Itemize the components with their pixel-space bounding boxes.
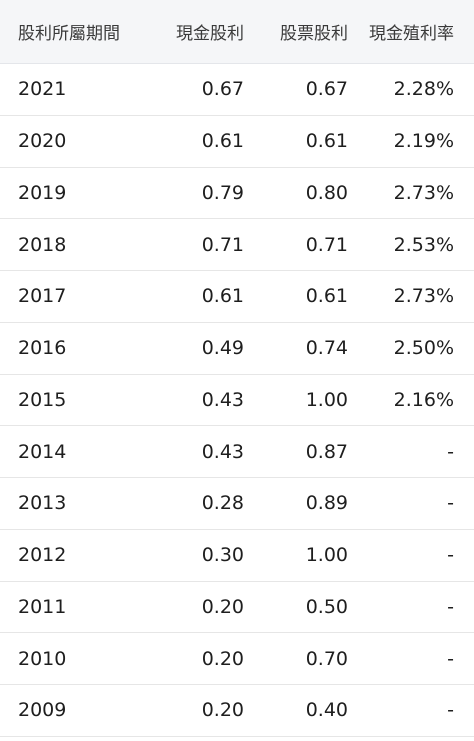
cell-period: 2016 — [18, 337, 67, 360]
table-row: 2019 0.79 0.80 2.73% — [0, 168, 474, 220]
cell-cash-dividend: 0.49 — [201, 337, 244, 360]
cell-stock-dividend: 0.89 — [305, 492, 348, 515]
cell-period: 2011 — [18, 595, 67, 618]
header-cash-dividend: 現金股利 — [176, 24, 244, 44]
table-row: 2017 0.61 0.61 2.73% — [0, 271, 474, 323]
cell-cash-dividend: 0.61 — [201, 130, 244, 153]
cell-cash-dividend: 0.79 — [201, 181, 244, 204]
cell-cash-dividend: 0.20 — [201, 699, 244, 722]
cell-cash-yield: 2.73% — [393, 285, 454, 308]
header-stock-dividend: 股票股利 — [280, 24, 348, 44]
cell-stock-dividend: 0.67 — [305, 78, 348, 101]
cell-cash-yield: - — [447, 595, 454, 618]
cell-period: 2021 — [18, 78, 67, 101]
cell-stock-dividend: 0.74 — [305, 337, 348, 360]
cell-cash-yield: - — [447, 492, 454, 515]
table-row: 2016 0.49 0.74 2.50% — [0, 323, 474, 375]
table-row: 2010 0.20 0.70 - — [0, 633, 474, 685]
cell-cash-dividend: 0.20 — [201, 647, 244, 670]
cell-period: 2019 — [18, 181, 67, 204]
cell-period: 2015 — [18, 388, 67, 411]
cell-period: 2012 — [18, 544, 67, 567]
table-row: 2018 0.71 0.71 2.53% — [0, 219, 474, 271]
table-row: 2013 0.28 0.89 - — [0, 478, 474, 530]
cell-period: 2020 — [18, 130, 67, 153]
cell-cash-yield: - — [447, 647, 454, 670]
cell-cash-yield: - — [447, 544, 454, 567]
cell-stock-dividend: 0.80 — [305, 181, 348, 204]
cell-cash-yield: 2.28% — [393, 78, 454, 101]
table-row: 2020 0.61 0.61 2.19% — [0, 116, 474, 168]
header-period: 股利所屬期間 — [18, 24, 120, 44]
cell-stock-dividend: 0.50 — [305, 595, 348, 618]
table-row: 2011 0.20 0.50 - — [0, 582, 474, 634]
cell-cash-dividend: 0.71 — [201, 233, 244, 256]
cell-stock-dividend: 0.87 — [305, 440, 348, 463]
cell-cash-dividend: 0.43 — [201, 440, 244, 463]
cell-stock-dividend: 0.71 — [305, 233, 348, 256]
cell-cash-yield: 2.73% — [393, 181, 454, 204]
cell-period: 2009 — [18, 699, 67, 722]
cell-cash-yield: - — [447, 440, 454, 463]
cell-stock-dividend: 0.61 — [305, 130, 348, 153]
cell-cash-dividend: 0.67 — [201, 78, 244, 101]
table-header: 股利所屬期間 現金股利 股票股利 現金殖利率 — [0, 0, 474, 64]
cell-cash-dividend: 0.20 — [201, 595, 244, 618]
cell-cash-yield: 2.50% — [393, 337, 454, 360]
cell-period: 2013 — [18, 492, 67, 515]
cell-period: 2018 — [18, 233, 67, 256]
cell-cash-dividend: 0.28 — [201, 492, 244, 515]
table-row: 2015 0.43 1.00 2.16% — [0, 375, 474, 427]
cell-cash-dividend: 0.30 — [201, 544, 244, 567]
table-row: 2021 0.67 0.67 2.28% — [0, 64, 474, 116]
cell-period: 2017 — [18, 285, 67, 308]
cell-cash-yield: - — [447, 699, 454, 722]
table-row: 2014 0.43 0.87 - — [0, 426, 474, 478]
cell-cash-yield: 2.53% — [393, 233, 454, 256]
cell-stock-dividend: 0.61 — [305, 285, 348, 308]
cell-stock-dividend: 0.70 — [305, 647, 348, 670]
table-row: 2012 0.30 1.00 - — [0, 530, 474, 582]
cell-stock-dividend: 0.40 — [305, 699, 348, 722]
cell-cash-dividend: 0.61 — [201, 285, 244, 308]
table-row: 2009 0.20 0.40 - — [0, 685, 474, 737]
cell-period: 2010 — [18, 647, 67, 670]
cell-period: 2014 — [18, 440, 67, 463]
cell-stock-dividend: 1.00 — [305, 544, 348, 567]
cell-cash-yield: 2.16% — [393, 388, 454, 411]
header-cash-yield: 現金殖利率 — [369, 24, 454, 44]
cell-stock-dividend: 1.00 — [305, 388, 348, 411]
cell-cash-dividend: 0.43 — [201, 388, 244, 411]
cell-cash-yield: 2.19% — [393, 130, 454, 153]
